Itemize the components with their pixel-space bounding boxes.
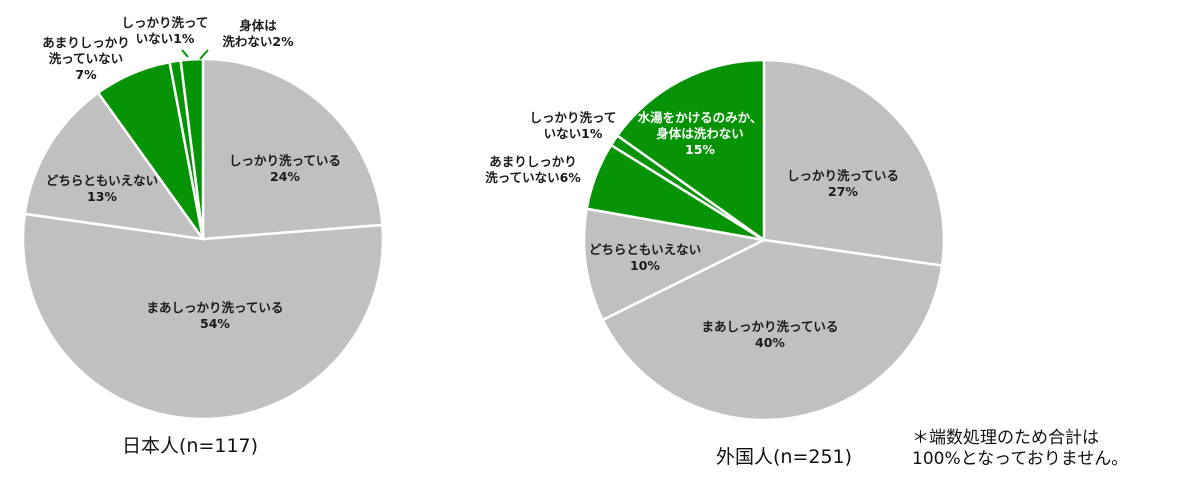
pie-slice-foreign-3 — [582, 207, 768, 322]
pie-slice-japanese-2 — [21, 212, 385, 421]
slice-label-japanese-4: あまりしっかり洗っていない 7% — [42, 35, 130, 82]
leader-line-japanese-6 — [199, 49, 209, 60]
pie-slice-japanese-3 — [23, 90, 206, 241]
chart-title-foreign: 外国人(n=251) — [716, 446, 853, 468]
slice-label-japanese-6: 身体は洗わない2% — [222, 18, 294, 49]
pie-slice-japanese-1 — [201, 57, 384, 241]
footnote-line-2: 100%となっておりません。 — [912, 449, 1129, 469]
pie-chart-japanese: しっかり洗っている 24% まあしっかり洗っている 54% どちらともいえない 13% あま… — [21, 15, 385, 421]
footnote: ＊端数処理のため合計は 100%となっておりません。 — [912, 428, 1128, 470]
slice-label-foreign-1: しっかり洗っている 27% — [787, 168, 899, 199]
slice-label-foreign-3: どちらともいえない 10% — [589, 242, 701, 273]
slice-label-japanese-3: どちらともいえない 13% — [46, 173, 158, 204]
slice-label-foreign-4: あまりしっかり洗っていない6% — [485, 154, 581, 185]
pie-chart-foreign: しっかり洗っている 27% まあしっかり洗っている 40% どちらともいえない 10% あま… — [485, 58, 946, 422]
footnote-line-1: ＊端数処理のため合計は — [912, 428, 1099, 448]
leader-line-japanese-4 — [135, 81, 151, 94]
pie-slice-foreign-2 — [601, 238, 944, 422]
slice-label-foreign-5: しっかり洗っていない1% — [530, 110, 617, 141]
slice-label-japanese-5: しっかり洗っていない1% — [122, 15, 209, 46]
slice-label-foreign-2: まあしっかり洗っている 40% — [702, 319, 839, 350]
slice-label-foreign-6: 水湯をかけるのみか、身体は洗わない 15% — [638, 110, 763, 157]
slice-label-japanese-1: しっかり洗っている 24% — [229, 153, 341, 184]
leader-line-japanese-5 — [181, 49, 189, 58]
slice-label-japanese-2: まあしっかり洗っている 54% — [147, 300, 284, 331]
pie-slice-foreign-6 — [615, 58, 766, 243]
pie-slice-foreign-1 — [762, 58, 946, 268]
pie-slice-japanese-6 — [179, 57, 205, 240]
chart-title-japanese: 日本人(n=117) — [122, 435, 259, 457]
